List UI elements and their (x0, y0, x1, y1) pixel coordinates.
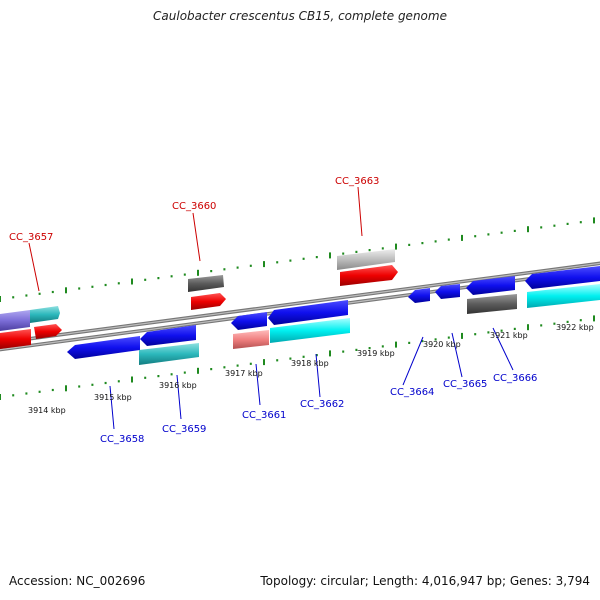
gene-label-cc-3663[interactable]: CC_3663 (335, 176, 379, 187)
kbp-label: 3917 kbp (225, 369, 263, 378)
gene-labels-bottom: CC_3658 CC_3659 CC_3661 CC_3662 CC_3664 … (100, 373, 537, 445)
kbp-labels: 3914 kbp 3915 kbp 3916 kbp 3917 kbp 3918… (28, 323, 594, 415)
kbp-label: 3915 kbp (94, 393, 132, 402)
gene-arrow-blue-8[interactable] (268, 300, 348, 325)
kbp-label: 3920 kbp (423, 340, 461, 349)
gene-label-cc-3659[interactable]: CC_3659 (162, 424, 206, 435)
gene-labels-top: CC_3657 CC_3660 CC_3663 (9, 176, 379, 243)
gene-arrow-blue-6[interactable] (140, 325, 196, 346)
gene-arrow-red-3[interactable] (191, 293, 226, 310)
gene-arrow-cyan[interactable] (527, 284, 600, 308)
gene-arrow-teal[interactable] (30, 306, 60, 323)
gene-label-cc-3657[interactable]: CC_3657 (9, 232, 53, 243)
kbp-label: 3922 kbp (556, 323, 594, 332)
genes-reverse-strand (67, 300, 350, 365)
gene-label-cc-3658[interactable]: CC_3658 (100, 434, 144, 445)
genome-summary-text: Topology: circular; Length: 4,016,947 bp… (260, 574, 590, 588)
kbp-label: 3921 kbp (490, 331, 528, 340)
gene-arrow-dark-grey-2[interactable] (467, 294, 517, 314)
gene-label-cc-3662[interactable]: CC_3662 (300, 399, 344, 410)
gene-arrow-purple[interactable] (0, 310, 30, 331)
gene-arrow-cyan-2[interactable] (270, 318, 350, 343)
gene-label-leaders (28, 186, 514, 430)
accession-text: Accession: NC_002696 (9, 574, 146, 588)
gene-arrow-blue-2[interactable] (435, 284, 460, 299)
gene-label-cc-3664[interactable]: CC_3664 (390, 387, 434, 398)
upper-scale-track (0, 217, 595, 302)
kbp-label: 3914 kbp (28, 406, 66, 415)
gene-arrow-teal-2[interactable] (139, 343, 199, 365)
gene-arrow-red[interactable] (0, 329, 31, 349)
gene-arrow-red-2[interactable] (34, 324, 62, 339)
gene-label-cc-3661[interactable]: CC_3661 (242, 410, 286, 421)
gene-arrow-blue[interactable] (408, 288, 430, 303)
genes-forward-strand (0, 249, 600, 349)
genome-title: Caulobacter crescentus CB15, complete ge… (153, 9, 447, 23)
gene-label-cc-3660[interactable]: CC_3660 (172, 201, 216, 212)
gene-arrow-pink[interactable] (233, 330, 269, 349)
gene-arrow-blue-7[interactable] (231, 312, 267, 330)
gene-arrow-red-4[interactable] (340, 265, 398, 286)
gene-arrow-blue-4[interactable] (525, 266, 600, 289)
kbp-label: 3918 kbp (291, 359, 329, 368)
kbp-label: 3916 kbp (159, 381, 197, 390)
gene-arrow-blue-5[interactable] (67, 336, 140, 359)
gene-label-cc-3665[interactable]: CC_3665 (443, 379, 487, 390)
kbp-label: 3919 kbp (357, 349, 395, 358)
gene-arrow-dark-grey[interactable] (188, 275, 224, 292)
gene-arrow-blue-3[interactable] (466, 276, 515, 295)
gene-label-cc-3666[interactable]: CC_3666 (493, 373, 537, 384)
gene-arrow-light-grey[interactable] (337, 249, 395, 270)
lower-scale-track (0, 315, 595, 400)
